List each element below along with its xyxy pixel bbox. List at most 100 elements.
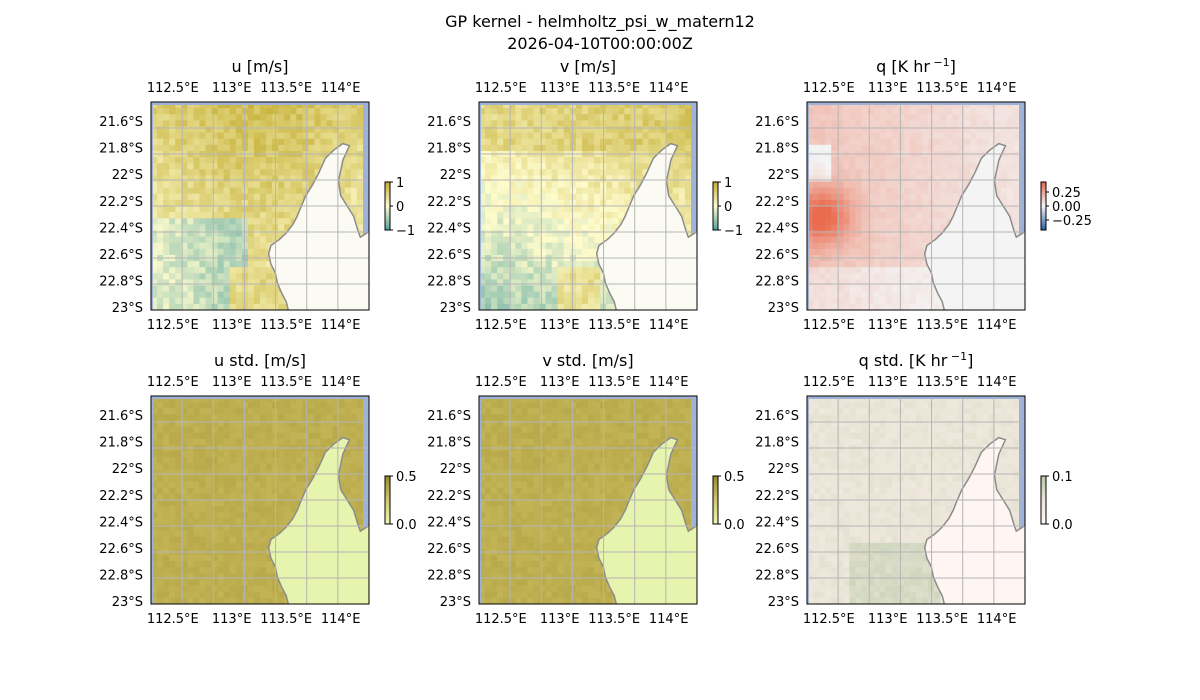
heatmap-cell <box>994 169 1002 176</box>
heatmap-cell <box>153 399 158 403</box>
heatmap-cell <box>903 248 911 256</box>
heatmap-cell <box>211 175 219 182</box>
heatmap-cell <box>885 108 893 115</box>
panel-title: q [K hr −1] <box>876 56 956 76</box>
heatmap-cell <box>855 193 862 201</box>
heatmap-cell <box>223 567 231 574</box>
heatmap-cell <box>606 291 613 299</box>
heatmap-cell <box>153 414 158 421</box>
heatmap-cell <box>527 193 534 201</box>
x-tick-label-top: 114°E <box>321 81 361 96</box>
heatmap-cell <box>235 157 243 164</box>
heatmap-cell <box>837 126 844 133</box>
heatmap-cell <box>837 218 844 225</box>
heatmap-cell <box>247 506 255 513</box>
heatmap-cell <box>569 132 577 140</box>
y-tick-label: 22.4°S <box>755 221 799 236</box>
heatmap-cell <box>266 399 273 403</box>
heatmap-cell <box>278 120 285 127</box>
heatmap-cell <box>909 224 917 231</box>
heatmap-cell <box>205 236 212 244</box>
heatmap-cell <box>545 181 553 189</box>
heatmap-cell <box>217 279 225 286</box>
heatmap-cell <box>338 402 346 409</box>
heatmap-cell <box>193 236 200 244</box>
heatmap-cell <box>885 279 893 286</box>
heatmap-cell <box>606 163 613 170</box>
heatmap-cell <box>260 469 267 476</box>
heatmap-cell <box>557 273 565 280</box>
plot-frame <box>150 101 370 311</box>
heatmap-cell <box>362 126 363 133</box>
heatmap-cell <box>825 187 832 195</box>
heatmap-cell <box>831 236 838 244</box>
heatmap-cell <box>563 157 571 164</box>
x-tick-label-bottom: 113°E <box>212 318 252 333</box>
colorbar-segment <box>1041 196 1046 199</box>
heatmap-cell <box>485 132 492 140</box>
heatmap-cell <box>253 579 261 587</box>
heatmap-cell <box>1018 105 1019 109</box>
heatmap-cell <box>181 144 188 152</box>
heatmap-cell <box>253 469 261 476</box>
heatmap-cell <box>843 242 850 250</box>
heatmap-cell <box>163 285 170 293</box>
heatmap-cell <box>648 126 656 133</box>
heatmap-cell <box>897 291 905 299</box>
heatmap-cell <box>491 144 498 152</box>
heatmap-cell <box>229 469 237 476</box>
heatmap-cell <box>660 126 668 133</box>
heatmap-cell <box>843 108 850 115</box>
heatmap-cell <box>813 175 820 182</box>
heatmap-cell <box>527 187 534 195</box>
heatmap-cell <box>169 224 176 231</box>
colorbar-segment <box>385 210 390 213</box>
heatmap-cell <box>223 493 231 501</box>
heatmap-cell <box>825 181 832 189</box>
heatmap-cell <box>163 175 170 182</box>
heatmap-cell <box>308 451 315 458</box>
heatmap-cell <box>187 144 194 152</box>
heatmap-cell <box>260 114 267 121</box>
heatmap-cell <box>260 530 267 538</box>
colorbar-segment <box>385 196 390 199</box>
heatmap-cell <box>153 487 158 495</box>
heatmap-cell <box>241 469 249 476</box>
heatmap-cell <box>521 236 528 244</box>
colorbar-segment <box>713 210 718 213</box>
heatmap-cell <box>879 285 887 293</box>
heatmap-cell <box>873 193 881 201</box>
heatmap-cell <box>169 169 176 176</box>
heatmap-cell <box>539 285 547 293</box>
heatmap-cell <box>223 414 231 421</box>
heatmap-cell <box>855 138 862 146</box>
heatmap-cell <box>624 120 631 127</box>
heatmap-cell <box>163 426 170 434</box>
heatmap-cell <box>253 138 261 146</box>
heatmap-cell <box>223 126 231 133</box>
heatmap-cell <box>533 285 540 293</box>
heatmap-cell <box>690 132 691 140</box>
colorbar-segment <box>713 222 718 225</box>
heatmap-cell <box>909 230 917 237</box>
heatmap-cell <box>241 175 249 182</box>
heatmap-cell <box>539 138 547 146</box>
heatmap-cell <box>588 169 595 176</box>
heatmap-cell <box>157 218 164 225</box>
colorbar-tick-label: 1 <box>396 176 404 191</box>
heatmap-cell <box>491 218 498 225</box>
heatmap-cell <box>253 297 261 305</box>
heatmap-cell <box>223 426 231 434</box>
heatmap-cell <box>563 279 571 286</box>
heatmap-cell <box>897 169 905 176</box>
heatmap-cell <box>891 242 899 250</box>
x-tick-label-bottom: 113.5°E <box>916 318 968 333</box>
heatmap-cell <box>193 181 200 189</box>
heatmap-cell <box>867 157 875 164</box>
heatmap-cell <box>223 138 231 146</box>
heatmap-cell <box>278 138 285 146</box>
heatmap-cell <box>175 481 182 489</box>
heatmap-cell <box>199 481 206 489</box>
heatmap-cell <box>636 169 643 176</box>
heatmap-cell <box>922 163 929 170</box>
